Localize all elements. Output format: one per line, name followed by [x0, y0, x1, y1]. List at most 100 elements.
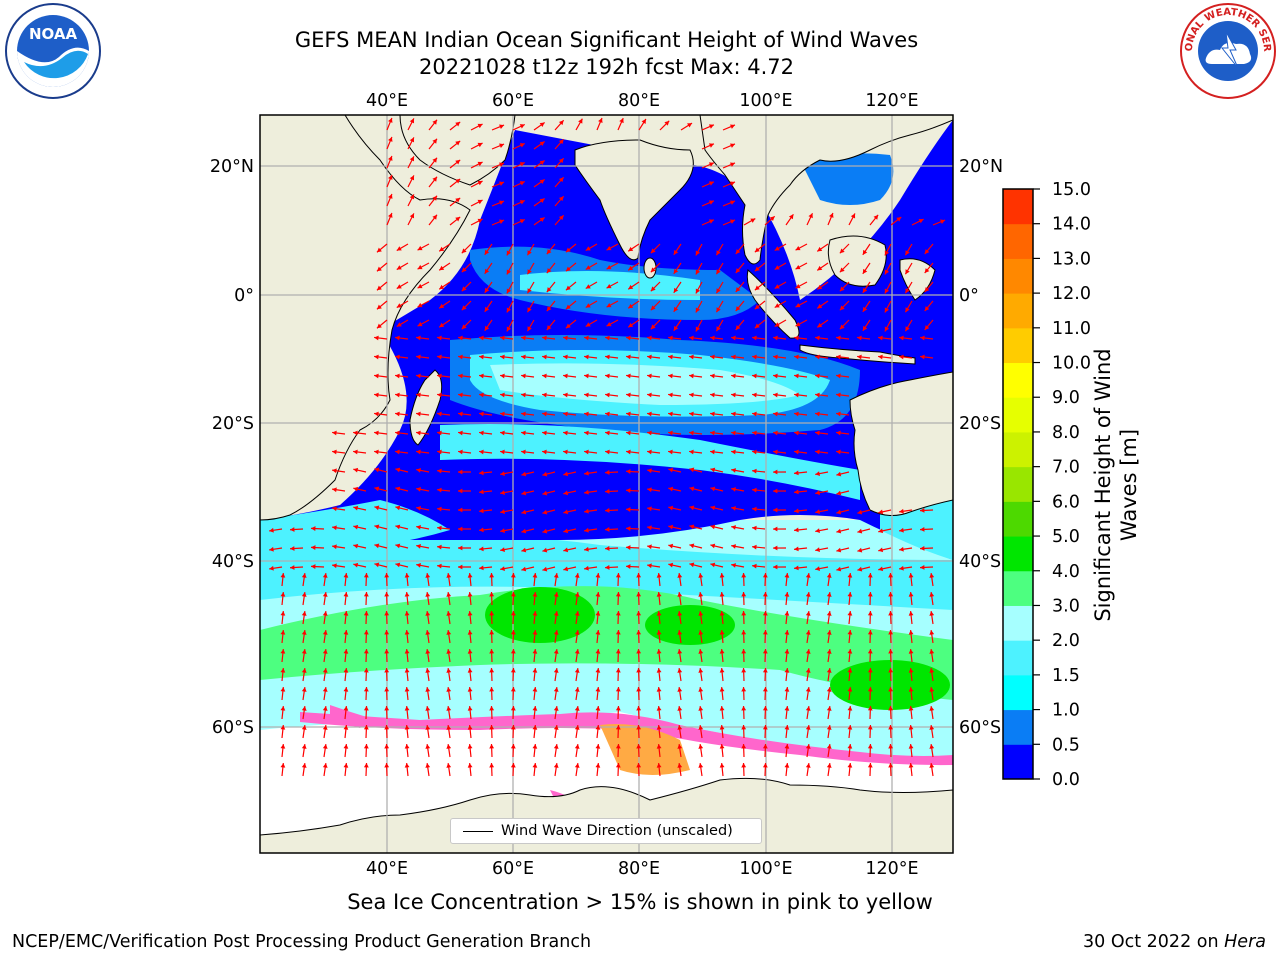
wind-arrow-head	[374, 486, 380, 492]
wind-arrow-head	[396, 246, 402, 251]
wind-arrow-head	[301, 706, 307, 711]
wind-arrow-head	[404, 744, 410, 749]
wind-arrow-head	[416, 430, 421, 436]
wind-arrow-head	[374, 373, 379, 379]
wind-arrow-head	[817, 322, 823, 328]
wind-arrow-head	[695, 250, 701, 256]
wind-arrow-head	[363, 706, 369, 711]
wind-arrow-head	[794, 392, 799, 398]
wind-arrow-head	[794, 527, 799, 533]
wind-arrow-head	[563, 566, 569, 572]
lat-tick-left: 40°S	[212, 552, 254, 572]
wind-arrow-head	[795, 283, 801, 289]
lon-tick-top: 60°E	[492, 91, 534, 111]
wind-arrow-head	[539, 160, 545, 166]
wind-arrow-head	[815, 335, 820, 341]
wind-arrow-head	[500, 449, 505, 455]
lon-tick-bottom: 120°E	[865, 859, 918, 879]
wind-arrow-head	[731, 544, 736, 549]
wind-arrow-head	[929, 744, 935, 749]
lon-tick-top: 80°E	[618, 91, 660, 111]
wind-arrow-head	[815, 392, 820, 398]
wind-arrow-head	[539, 217, 545, 223]
wind-arrow-head	[584, 489, 589, 495]
wind-arrow-head	[521, 528, 527, 534]
wind-arrow-head	[499, 181, 505, 186]
wind-arrow-head	[762, 592, 768, 597]
wind-arrow-head	[735, 249, 741, 255]
wind-arrow-head	[752, 563, 757, 569]
wind-arrow-head	[388, 117, 393, 123]
wind-arrow-head	[626, 373, 631, 379]
wind-arrow-head	[647, 354, 652, 360]
colorbar-tick-label: 1.0	[1052, 701, 1080, 721]
wind-arrow-head	[432, 119, 438, 125]
wind-arrow-head	[615, 668, 621, 673]
lat-tick-right: 20°N	[959, 157, 1003, 177]
wind-arrow-head	[363, 725, 369, 730]
wind-arrow-head	[519, 200, 525, 205]
wind-arrow-head	[388, 136, 393, 142]
wind-arrow-head	[539, 198, 545, 204]
wind-arrow-head	[404, 630, 410, 635]
wind-arrow-head	[416, 563, 421, 568]
wind-arrow-head	[605, 489, 610, 494]
colorbar-tick-label: 10.0	[1052, 354, 1091, 374]
wind-arrow-head	[668, 449, 673, 455]
wind-arrow-head	[884, 250, 890, 256]
wind-arrow-head	[741, 592, 747, 597]
wind-arrow-head	[867, 668, 873, 673]
wind-arrow-head	[615, 592, 621, 597]
wind-arrow-head	[773, 526, 778, 532]
wind-arrow-head	[376, 247, 382, 253]
wind-arrow-head	[857, 509, 863, 515]
wind-arrow-head	[647, 506, 652, 512]
legend-label: Wind Wave Direction (unscaled)	[501, 823, 733, 839]
wind-arrow-head	[615, 706, 621, 711]
wind-arrow-head	[636, 611, 642, 616]
wind-arrow-head	[322, 744, 328, 749]
wind-arrow-head	[805, 668, 811, 673]
wind-arrow-head	[762, 687, 768, 692]
wind-arrow-head	[656, 687, 662, 692]
wind-arrow-head	[656, 706, 662, 711]
wind-arrow-head	[857, 528, 863, 534]
antarctica-land	[260, 777, 953, 853]
wind-arrow-head	[626, 449, 631, 455]
wind-arrow-head	[363, 573, 369, 578]
wind-arrow-head	[867, 649, 873, 654]
colorbar-tick-label: 2.0	[1052, 631, 1080, 651]
wind-arrow-head	[479, 335, 484, 341]
wind-arrow-head	[553, 744, 559, 749]
wind-arrow-head	[741, 706, 747, 711]
wind-arrow-head	[574, 687, 580, 692]
wind-arrow-head	[647, 411, 652, 417]
wind-arrow-head	[269, 546, 274, 552]
wind-arrow-head	[773, 373, 778, 379]
colorbar-tick-label: 8.0	[1052, 423, 1080, 443]
wind-arrow-head	[689, 449, 694, 455]
wind-arrow-head	[815, 490, 820, 495]
wind-arrow-head	[908, 630, 914, 635]
wind-arrow-head	[479, 565, 484, 571]
wind-arrow-head	[574, 744, 580, 749]
wind-arrow-head	[888, 687, 894, 692]
wind-arrow-head	[805, 725, 811, 730]
wind-arrow-head	[521, 449, 526, 455]
wind-arrow-head	[615, 649, 621, 654]
wind-arrow-head	[698, 630, 704, 635]
wind-arrow-head	[439, 303, 445, 309]
wind-arrow-head	[888, 611, 894, 616]
wind-arrow-head	[762, 611, 768, 616]
wind-arrow-head	[280, 573, 286, 578]
wind-arrow-head	[521, 547, 527, 553]
wind-arrow-head	[363, 592, 369, 597]
wind-arrow-head	[784, 611, 790, 616]
wind-arrow-head	[532, 630, 538, 635]
wind-arrow-head	[884, 326, 890, 332]
colorbar-tick-label: 6.0	[1052, 492, 1080, 512]
wind-arrow-head	[437, 392, 442, 398]
wind-arrow-head	[477, 180, 483, 186]
wind-arrow-head	[416, 449, 421, 455]
wind-arrow-head	[532, 592, 538, 597]
